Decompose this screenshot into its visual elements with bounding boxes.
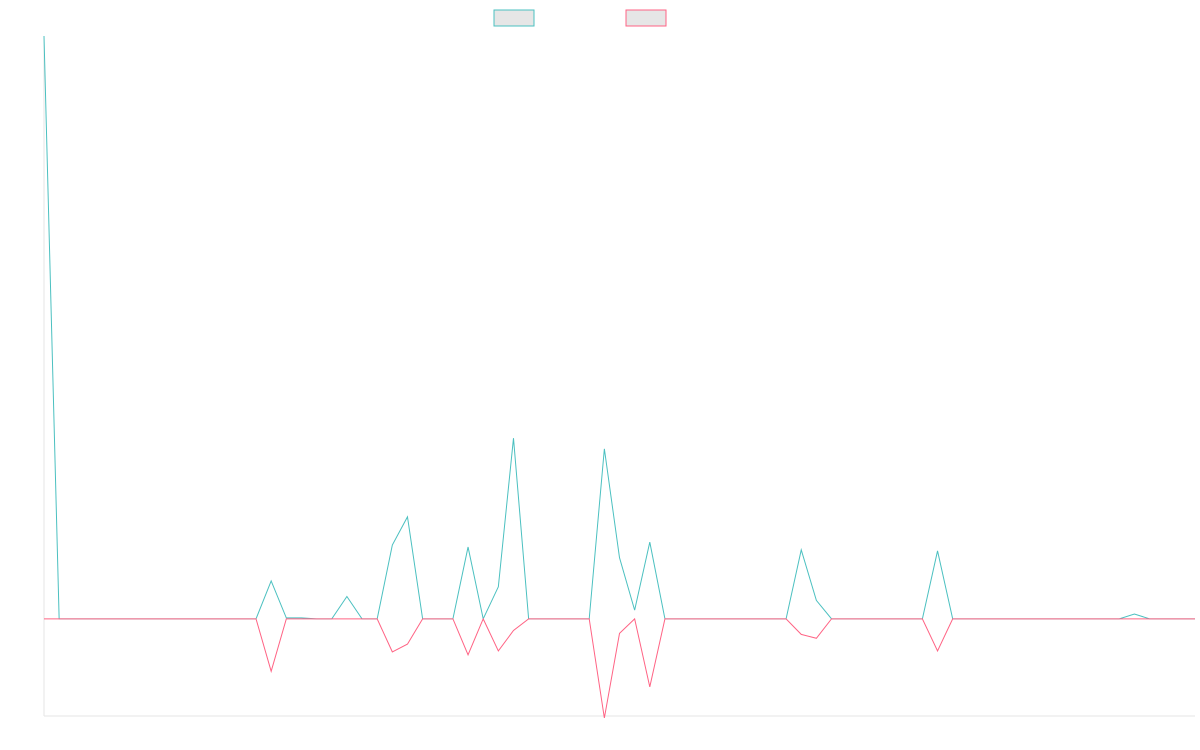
- legend-swatch-series-1[interactable]: [493, 9, 535, 27]
- series-2-line: [44, 617, 1195, 719]
- legend[interactable]: [493, 9, 667, 27]
- series-layer: [43, 35, 1195, 719]
- series-1-line: [43, 35, 1195, 621]
- legend-swatch-series-2[interactable]: [625, 9, 667, 27]
- axes: [43, 36, 1195, 717]
